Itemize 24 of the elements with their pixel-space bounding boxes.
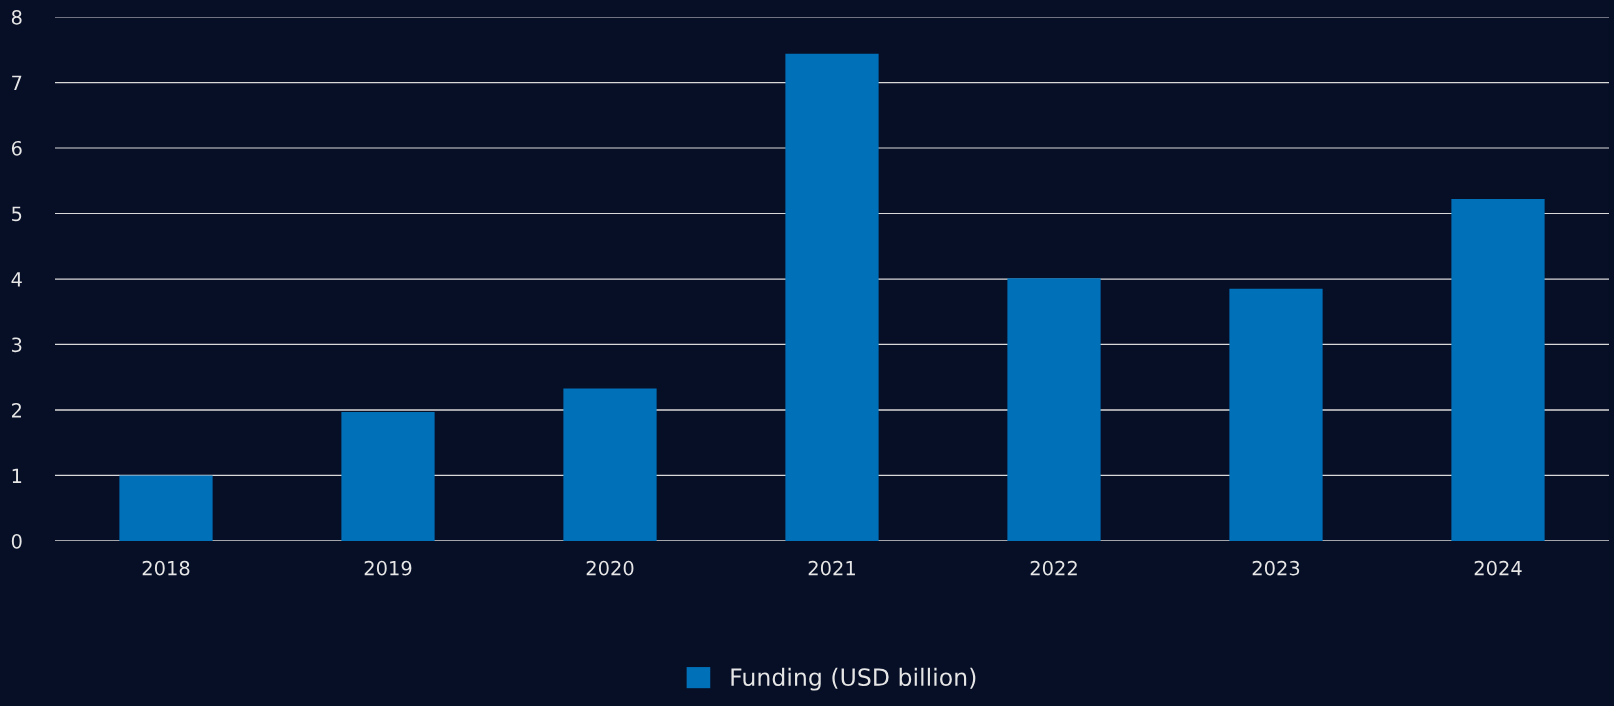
y-tick-label: 8 [11, 9, 22, 25]
y-tick-label: 3 [12, 337, 22, 353]
x-tick-label: 2022 [1030, 560, 1077, 576]
x-tick-label: 2018 [142, 560, 190, 576]
y-tick-label: 7 [12, 75, 22, 90]
bar [1007, 278, 1101, 541]
bar [785, 53, 879, 541]
y-tick-label: 2 [11, 402, 21, 418]
bar [341, 411, 435, 541]
x-tick-label: 2023 [1252, 560, 1300, 576]
y-tick-label: 6 [11, 140, 22, 156]
bar [563, 388, 657, 541]
y-tick-label: 5 [12, 206, 22, 222]
x-tick-label: 2020 [586, 560, 634, 576]
y-tick-label: 0 [11, 533, 22, 549]
bar [1229, 288, 1323, 541]
x-tick-label: 2024 [1474, 560, 1522, 576]
legend-label: Funding (USD billion) [731, 667, 976, 691]
bar [1451, 199, 1545, 541]
bar [119, 475, 213, 541]
y-tick-label: 1 [12, 468, 22, 483]
x-tick-label: 2019 [364, 560, 412, 576]
y-tick-label: 4 [11, 272, 22, 287]
x-tick-label: 2021 [808, 560, 855, 576]
